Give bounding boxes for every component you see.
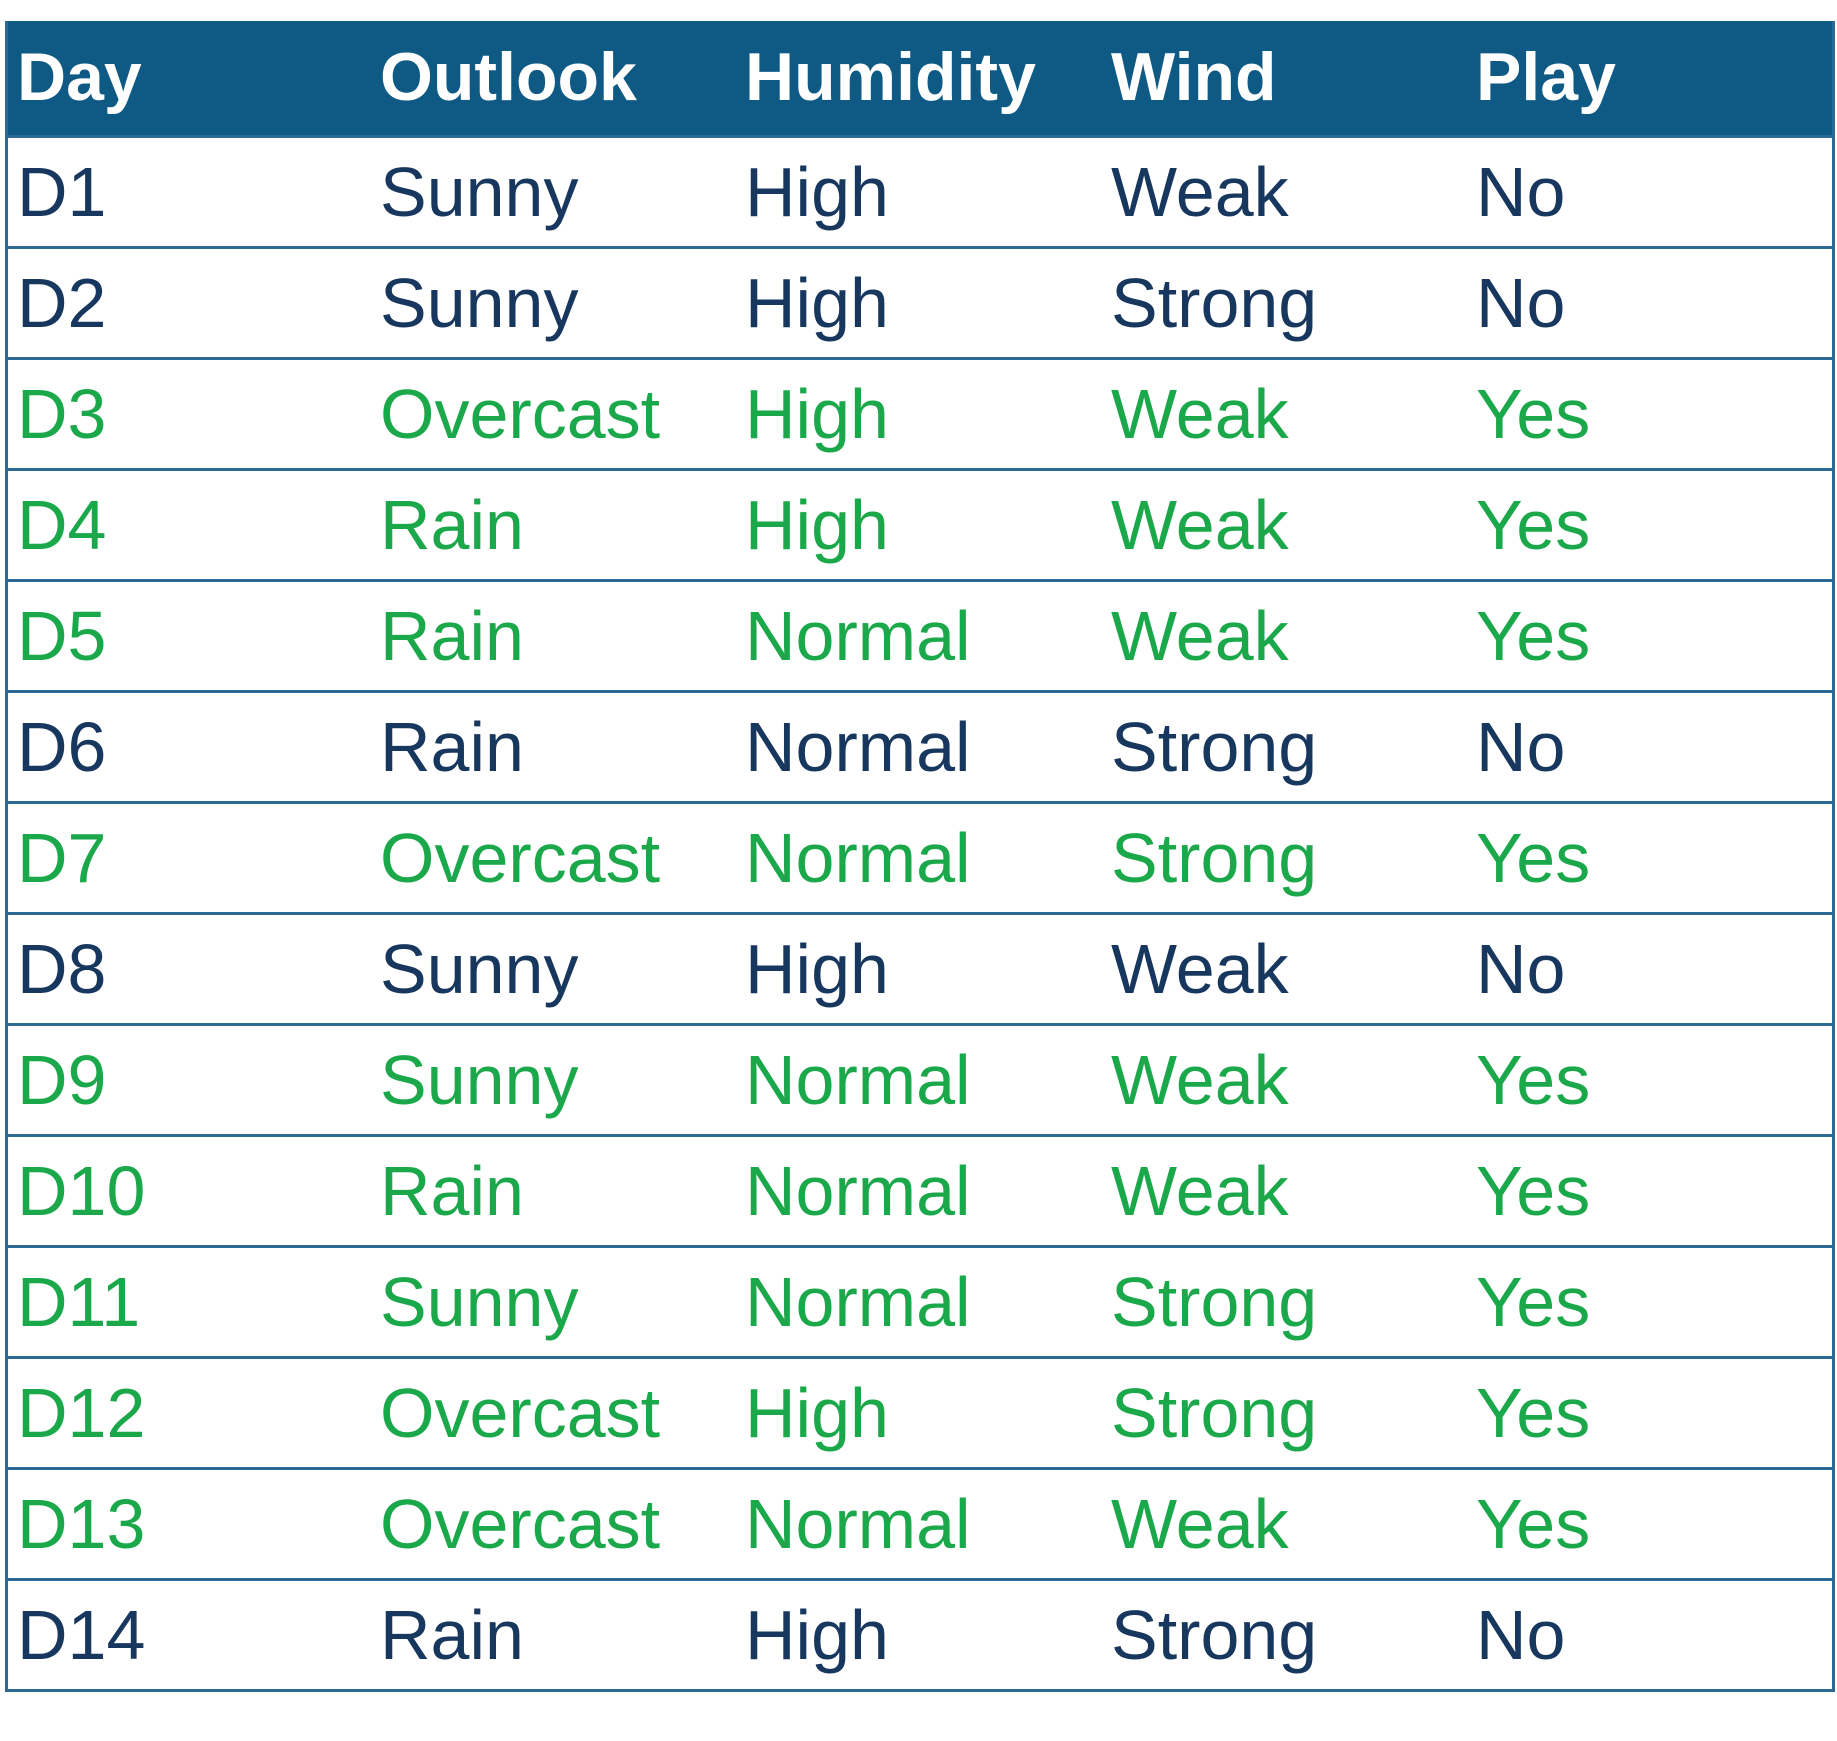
table-cell: No: [1476, 153, 1566, 231]
table-row: D4 Rain High Weak Yes: [8, 468, 1832, 579]
header-cell: Play: [1476, 39, 1616, 115]
table-cell: Yes: [1476, 486, 1591, 564]
table-cell: High: [745, 375, 889, 453]
table-cell: Strong: [1111, 1374, 1318, 1452]
table-cell: Normal: [745, 1485, 971, 1563]
table-cell: No: [1476, 708, 1566, 786]
table-cell: Rain: [380, 708, 524, 786]
table-cell: Weak: [1111, 930, 1289, 1008]
table-row: D11 Sunny Normal Strong Yes: [8, 1245, 1832, 1356]
table-cell: Weak: [1111, 153, 1289, 231]
table-cell: D10: [17, 1152, 146, 1230]
table-cell: D7: [17, 819, 107, 897]
table-cell: D4: [17, 486, 107, 564]
table-row: D13 Overcast Normal Weak Yes: [8, 1467, 1832, 1578]
table-cell: High: [745, 1596, 889, 1674]
table-cell: Rain: [380, 486, 524, 564]
table-cell: Rain: [380, 1596, 524, 1674]
table-row: D14 Rain High Strong No: [8, 1578, 1832, 1689]
table-cell: No: [1476, 1596, 1566, 1674]
table-cell: No: [1476, 930, 1566, 1008]
table-cell: Strong: [1111, 1596, 1318, 1674]
table-cell: Sunny: [380, 930, 579, 1008]
table-cell: Sunny: [380, 264, 579, 342]
table-cell: Normal: [745, 597, 971, 675]
table-cell: Rain: [380, 1152, 524, 1230]
table-cell: Strong: [1111, 1263, 1318, 1341]
header-row: Day Outlook Humidity Wind Play: [8, 21, 1832, 135]
table-cell: Yes: [1476, 1485, 1591, 1563]
table-cell: Yes: [1476, 1263, 1591, 1341]
table-cell: Weak: [1111, 375, 1289, 453]
table-cell: Sunny: [380, 153, 579, 231]
table-row: D1 Sunny High Weak No: [8, 135, 1832, 246]
table-cell: Weak: [1111, 1152, 1289, 1230]
table-cell: Strong: [1111, 708, 1318, 786]
table-cell: Overcast: [380, 819, 661, 897]
table-cell: D9: [17, 1041, 107, 1119]
table-cell: D3: [17, 375, 107, 453]
table-cell: Weak: [1111, 597, 1289, 675]
table-row: D10 Rain Normal Weak Yes: [8, 1134, 1832, 1245]
table-cell: D2: [17, 264, 107, 342]
table-cell: High: [745, 1374, 889, 1452]
table-cell: Weak: [1111, 1041, 1289, 1119]
header-cell: Humidity: [745, 39, 1036, 115]
table-cell: Normal: [745, 1263, 971, 1341]
table-cell: Sunny: [380, 1041, 579, 1119]
table-cell: Yes: [1476, 1152, 1591, 1230]
table-row: D7 Overcast Normal Strong Yes: [8, 801, 1832, 912]
table-cell: High: [745, 153, 889, 231]
table-cell: Yes: [1476, 375, 1591, 453]
table-cell: High: [745, 486, 889, 564]
header-cell: Wind: [1111, 39, 1277, 115]
table-cell: Normal: [745, 708, 971, 786]
table-cell: D12: [17, 1374, 146, 1452]
table-row: D5 Rain Normal Weak Yes: [8, 579, 1832, 690]
table-cell: Normal: [745, 1152, 971, 1230]
table-cell: Overcast: [380, 1374, 661, 1452]
table-cell: D6: [17, 708, 107, 786]
header-cell: Outlook: [380, 39, 637, 115]
table-row: D2 Sunny High Strong No: [8, 246, 1832, 357]
table-cell: Yes: [1476, 597, 1591, 675]
table-cell: Yes: [1476, 1374, 1591, 1452]
table-cell: Yes: [1476, 1041, 1591, 1119]
table: Day Outlook Humidity Wind Play D1 Sunny High Wea…: [5, 21, 1835, 1692]
table-cell: Strong: [1111, 819, 1318, 897]
table-cell: Weak: [1111, 1485, 1289, 1563]
table-row: D8 Sunny High Weak No: [8, 912, 1832, 1023]
table-cell: Rain: [380, 597, 524, 675]
header-cell: Day: [17, 39, 142, 115]
table-cell: Overcast: [380, 375, 661, 453]
table-cell: Strong: [1111, 264, 1318, 342]
table-cell: D14: [17, 1596, 146, 1674]
table-row: D9 Sunny Normal Weak Yes: [8, 1023, 1832, 1134]
table-cell: D5: [17, 597, 107, 675]
table-row: D6 Rain Normal Strong No: [8, 690, 1832, 801]
table-row: D12 Overcast High Strong Yes: [8, 1356, 1832, 1467]
table-cell: D8: [17, 930, 107, 1008]
table-cell: D13: [17, 1485, 146, 1563]
table-cell: High: [745, 264, 889, 342]
table-cell: Weak: [1111, 486, 1289, 564]
table-cell: Normal: [745, 819, 971, 897]
table-cell: Yes: [1476, 819, 1591, 897]
table-cell: Sunny: [380, 1263, 579, 1341]
table-cell: Overcast: [380, 1485, 661, 1563]
table-cell: D1: [17, 153, 107, 231]
table-cell: No: [1476, 264, 1566, 342]
table-cell: High: [745, 930, 889, 1008]
table-row: D3 Overcast High Weak Yes: [8, 357, 1832, 468]
table-cell: D11: [17, 1263, 141, 1341]
table-cell: Normal: [745, 1041, 971, 1119]
